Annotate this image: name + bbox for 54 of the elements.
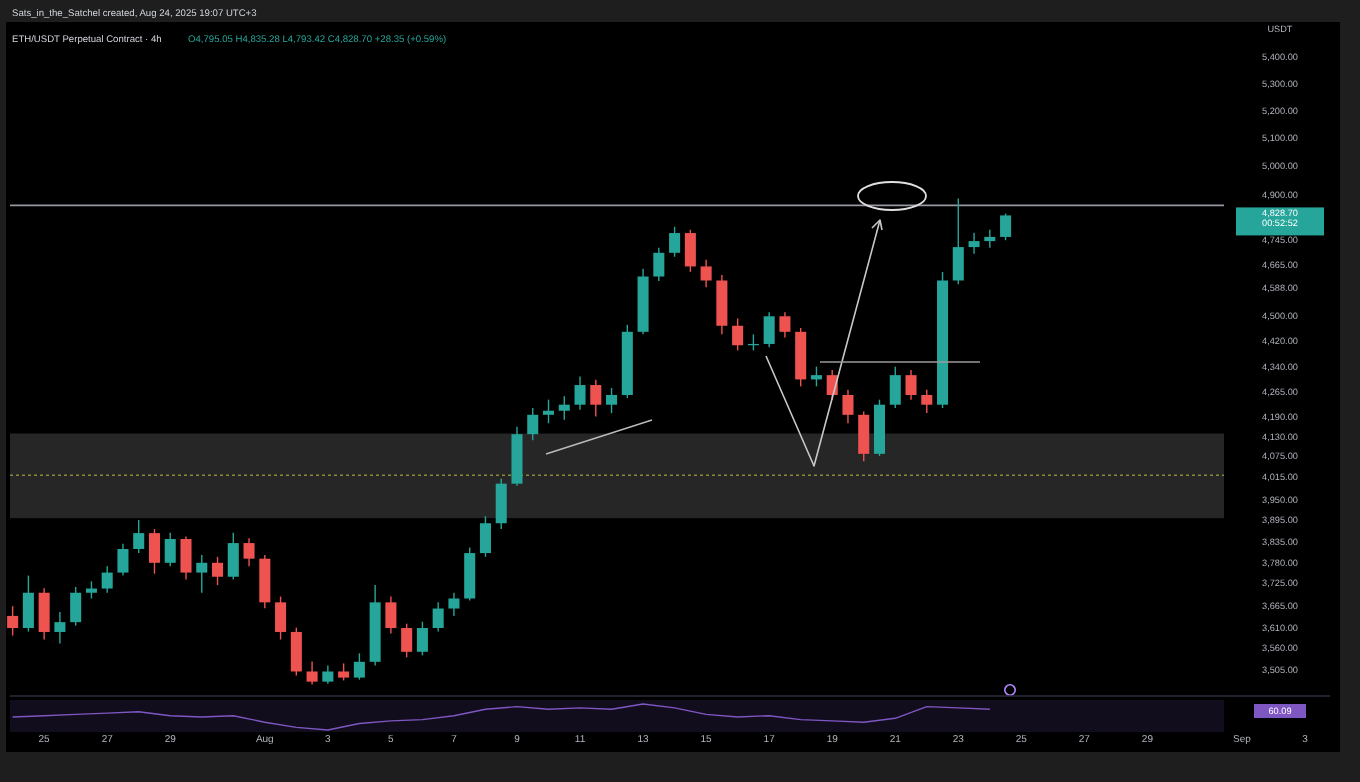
candlestick <box>196 554 208 594</box>
candlestick <box>495 478 507 530</box>
candlestick <box>117 543 129 577</box>
candlestick <box>306 660 318 686</box>
candlestick <box>558 395 570 421</box>
candlestick <box>38 587 50 641</box>
candlestick <box>732 317 744 352</box>
candlestick <box>212 556 224 586</box>
candlestick <box>527 407 539 442</box>
candlestick <box>133 519 145 554</box>
candlestick <box>464 546 476 602</box>
candlestick <box>416 621 428 657</box>
candlestick <box>984 229 996 249</box>
candlestick <box>22 574 34 633</box>
candlestick <box>243 537 255 567</box>
candlestick <box>716 274 728 336</box>
candlestick <box>795 327 807 388</box>
candlestick <box>700 259 712 288</box>
candlestick <box>606 387 618 414</box>
candlestick <box>968 232 980 255</box>
candlestick <box>590 379 602 418</box>
candlestick <box>905 369 917 401</box>
candlestick <box>763 311 775 348</box>
candlestick <box>164 532 176 567</box>
candlestick <box>180 535 192 581</box>
candlestick <box>54 611 66 645</box>
candlestick <box>322 664 334 685</box>
candlestick <box>542 398 555 424</box>
candlestick <box>889 365 901 409</box>
candlestick <box>858 410 870 462</box>
candlestick <box>353 652 365 681</box>
candlestick <box>259 554 271 609</box>
candlestick <box>653 246 665 282</box>
candlestick <box>70 586 82 627</box>
candlestick <box>401 623 413 659</box>
candlestick <box>148 528 160 575</box>
candlestick <box>1000 212 1012 241</box>
candlestick <box>921 388 933 414</box>
candlestick <box>275 595 287 641</box>
candlestick <box>684 229 696 273</box>
candlestick <box>7 605 19 637</box>
candlestick <box>842 388 854 424</box>
candlestick <box>952 197 964 285</box>
candlestick <box>669 226 681 258</box>
candlestick <box>227 532 239 581</box>
candlestick <box>479 515 491 558</box>
candlestick <box>779 311 791 339</box>
candlestick <box>810 365 822 388</box>
candlestick <box>101 565 113 594</box>
candlestick <box>574 375 586 411</box>
candlestick <box>432 601 444 633</box>
candlestick <box>385 595 397 635</box>
candlestick <box>290 626 302 677</box>
candlestick <box>448 592 460 617</box>
